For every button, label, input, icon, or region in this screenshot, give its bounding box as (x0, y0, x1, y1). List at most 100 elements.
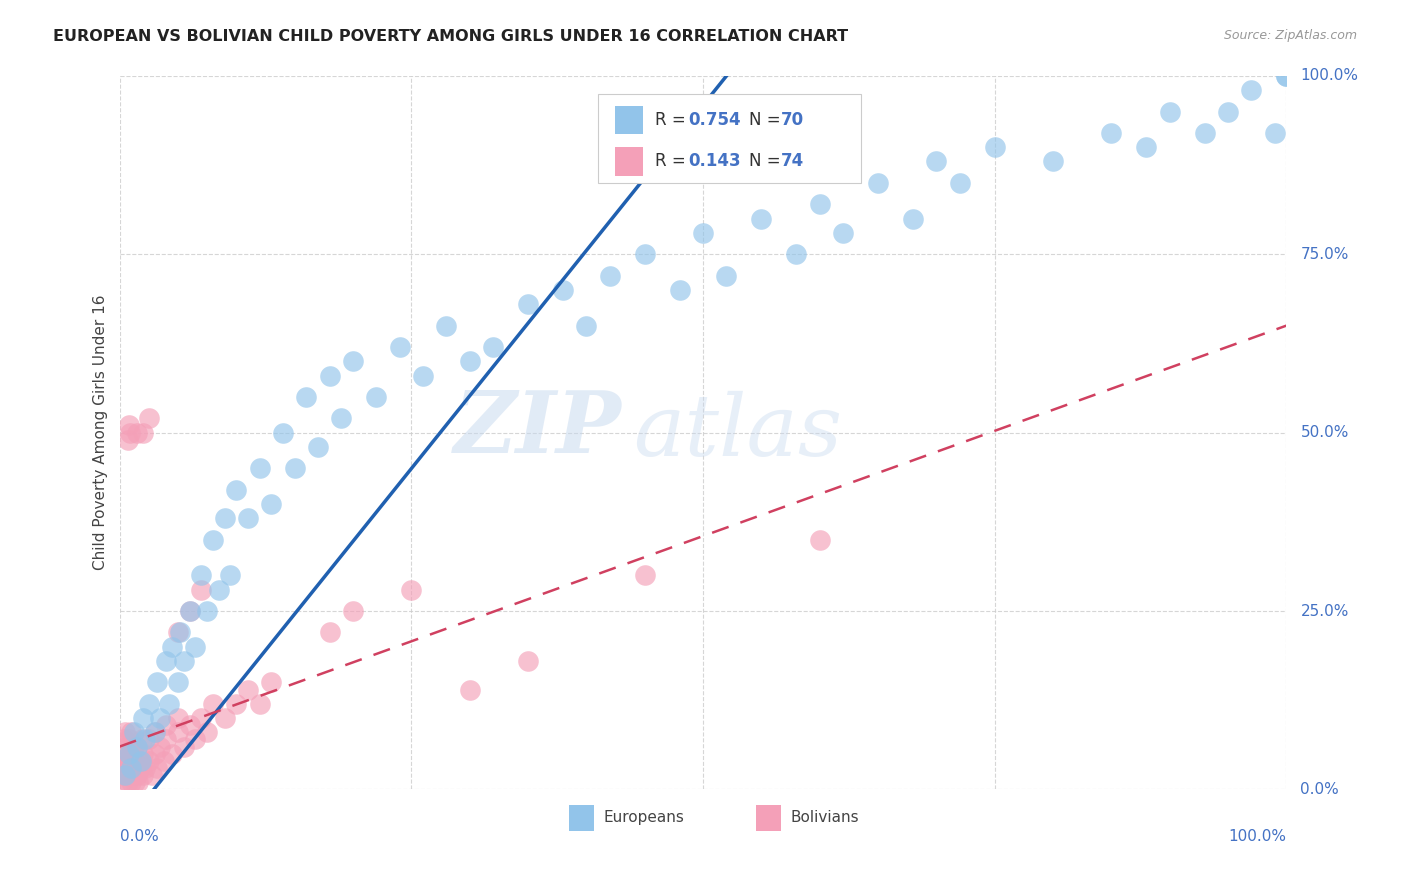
Point (808, 197, 831, 211)
Text: Europeans: Europeans (603, 811, 685, 825)
Text: 0.754: 0.754 (688, 112, 741, 129)
Point (260, 675, 283, 690)
Point (112, 732, 135, 747)
Point (120, 775, 142, 789)
Point (668, 283, 690, 297)
Point (111, 768, 134, 782)
Point (117, 775, 139, 789)
Point (118, 747, 141, 761)
Point (249, 461, 271, 475)
Point (190, 711, 212, 725)
Point (166, 675, 188, 690)
Point (1194, 126, 1216, 140)
Text: 75.0%: 75.0% (1301, 247, 1348, 261)
Point (138, 697, 160, 711)
Point (138, 732, 160, 747)
Point (173, 654, 195, 668)
Point (249, 697, 271, 711)
Point (208, 582, 231, 597)
Point (1099, 126, 1122, 140)
Point (551, 283, 574, 297)
Point (132, 747, 155, 761)
Point (118, 425, 141, 440)
Point (128, 754, 150, 768)
Point (120, 725, 142, 739)
Point (179, 604, 201, 618)
Point (342, 604, 364, 618)
Point (120, 761, 142, 775)
FancyBboxPatch shape (616, 147, 644, 176)
Point (307, 440, 329, 454)
Point (517, 297, 540, 311)
Point (925, 154, 948, 169)
Point (146, 761, 169, 775)
Point (118, 732, 141, 747)
FancyBboxPatch shape (569, 805, 595, 830)
Text: 100.0%: 100.0% (1301, 69, 1358, 83)
Point (166, 711, 188, 725)
Point (1240, 83, 1263, 97)
Point (195, 604, 218, 618)
Point (131, 732, 153, 747)
Point (517, 654, 540, 668)
Point (111, 747, 134, 761)
Point (143, 747, 166, 761)
Point (260, 497, 283, 511)
Text: 100.0%: 100.0% (1229, 829, 1286, 844)
Point (318, 368, 340, 383)
Point (808, 533, 831, 547)
Text: 74: 74 (782, 153, 804, 170)
Point (149, 711, 172, 725)
Point (195, 725, 218, 739)
Point (169, 625, 191, 640)
Point (129, 761, 152, 775)
Point (149, 739, 172, 754)
Text: Source: ZipAtlas.com: Source: ZipAtlas.com (1223, 29, 1357, 42)
Y-axis label: Child Poverty Among Girls Under 16: Child Poverty Among Girls Under 16 (93, 295, 108, 570)
Point (751, 211, 773, 226)
Text: EUROPEAN VS BOLIVIAN CHILD POVERTY AMONG GIRLS UNDER 16 CORRELATION CHART: EUROPEAN VS BOLIVIAN CHILD POVERTY AMONG… (53, 29, 849, 44)
Point (388, 340, 411, 354)
Point (166, 625, 188, 640)
Point (173, 739, 195, 754)
Point (201, 697, 224, 711)
Point (949, 176, 972, 190)
Text: N =: N = (748, 112, 786, 129)
Text: R =: R = (655, 153, 692, 170)
Point (236, 682, 259, 697)
Point (166, 725, 188, 739)
Point (117, 754, 139, 768)
Point (114, 754, 136, 768)
Point (132, 711, 155, 725)
Point (1216, 104, 1240, 119)
Point (214, 711, 236, 725)
Point (634, 247, 657, 261)
Point (112, 761, 135, 775)
Point (401, 582, 423, 597)
Point (575, 318, 598, 333)
Point (692, 226, 714, 240)
Point (129, 754, 152, 768)
Point (1042, 154, 1064, 169)
Point (155, 718, 177, 732)
Text: atlas: atlas (633, 392, 842, 474)
Point (160, 640, 183, 654)
Point (115, 739, 138, 754)
Point (271, 425, 294, 440)
Point (114, 768, 136, 782)
Point (132, 425, 155, 440)
Text: 25.0%: 25.0% (1301, 604, 1348, 618)
Point (114, 725, 136, 739)
Point (122, 739, 145, 754)
Point (155, 732, 177, 747)
Point (125, 761, 148, 775)
Point (716, 268, 738, 283)
Text: 0.0%: 0.0% (1301, 782, 1340, 797)
Point (366, 390, 388, 404)
FancyBboxPatch shape (755, 805, 782, 830)
FancyBboxPatch shape (598, 94, 860, 183)
Point (124, 775, 146, 789)
Point (330, 411, 353, 425)
Point (179, 604, 201, 618)
Point (190, 582, 212, 597)
